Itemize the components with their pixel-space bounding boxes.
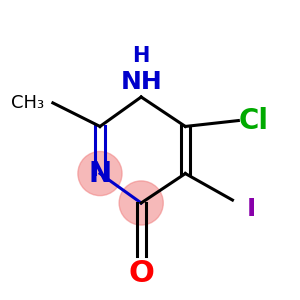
- Text: Cl: Cl: [238, 106, 268, 135]
- Text: I: I: [247, 197, 256, 221]
- Circle shape: [119, 181, 163, 225]
- Text: NH: NH: [120, 70, 162, 94]
- Text: N: N: [88, 160, 112, 188]
- Text: H: H: [133, 46, 150, 66]
- Circle shape: [78, 152, 122, 196]
- Text: O: O: [128, 259, 154, 288]
- Text: CH₃: CH₃: [11, 94, 44, 112]
